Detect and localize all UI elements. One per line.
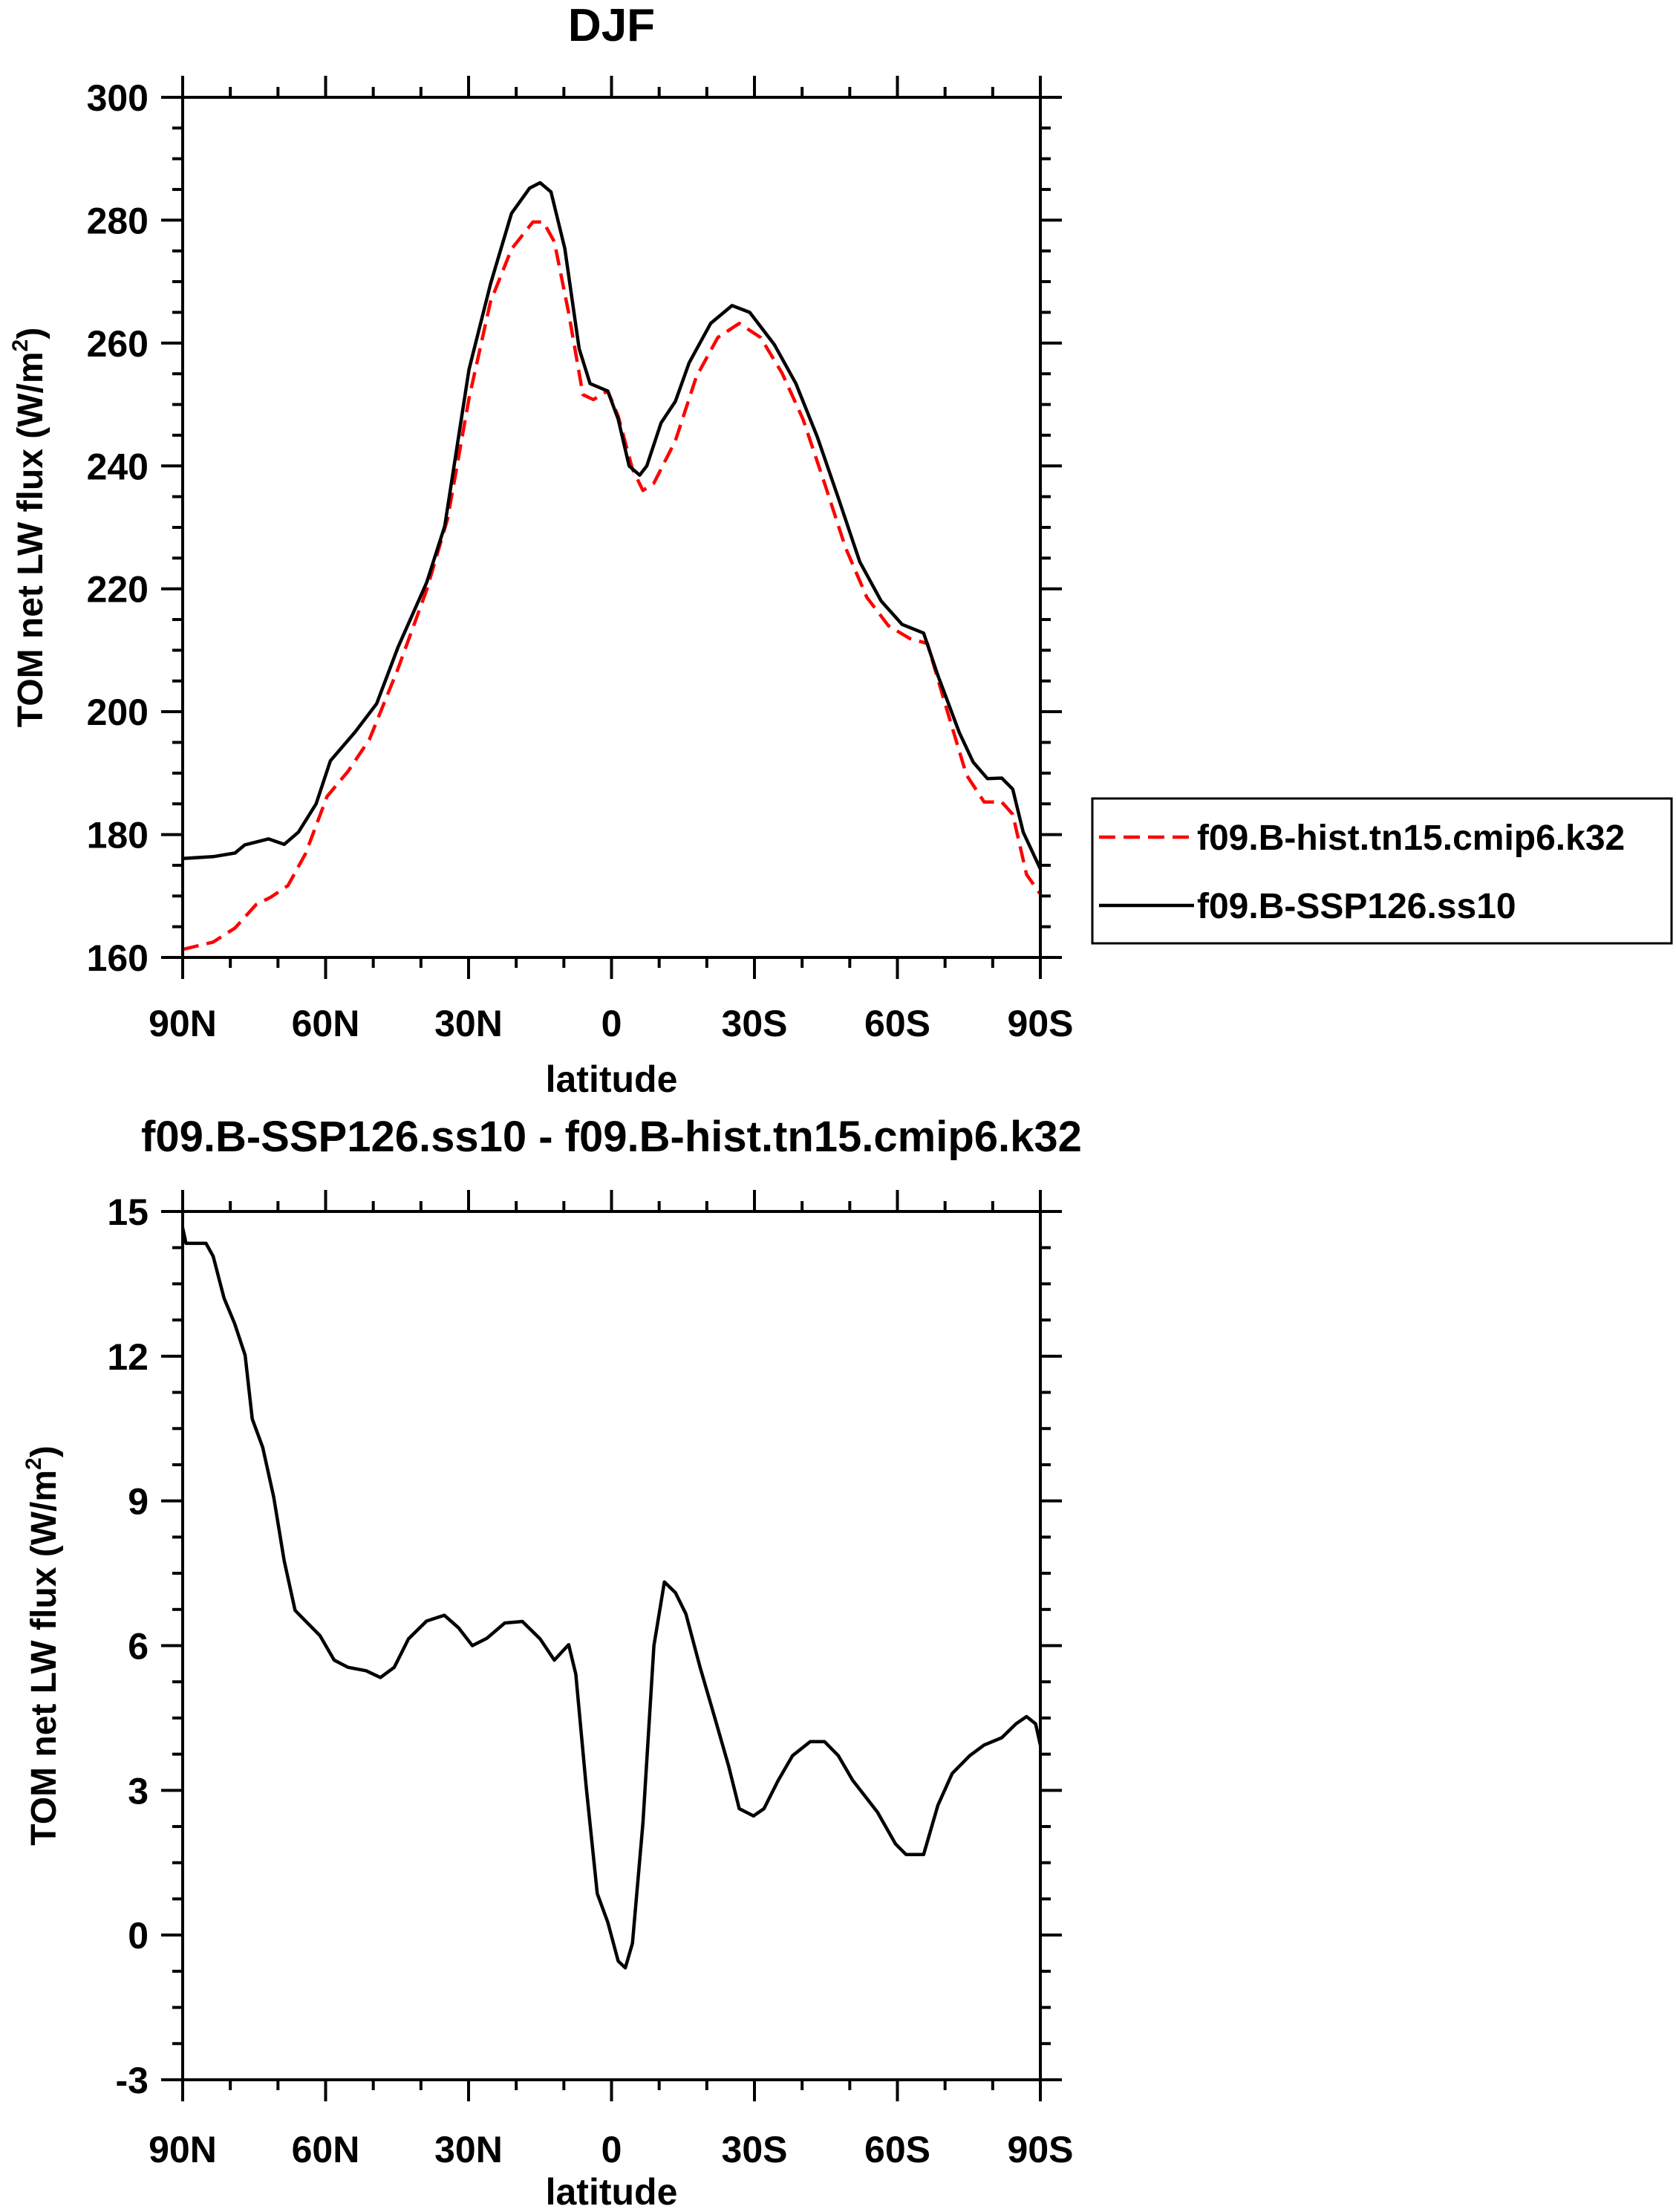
y-axis-label-superscript: 2 (8, 339, 33, 352)
x-tick-label: 30S (722, 2129, 788, 2170)
y-tick-label: 220 (87, 569, 149, 611)
y-tick-label: 9 (128, 1481, 149, 1523)
y-tick-label: 15 (107, 1191, 149, 1233)
x-tick-label: 30N (434, 1003, 503, 1044)
x-axis-label: latitude (546, 2171, 678, 2212)
x-tick-label: 30S (722, 1003, 788, 1044)
plot-frame (181, 96, 1042, 959)
x-tick-label: 90N (149, 2129, 217, 2170)
legend-box (1091, 797, 1673, 945)
series-line-1 (182, 220, 1042, 952)
y-axis-label-end: ) (11, 328, 50, 339)
y-tick-label: 260 (87, 323, 149, 365)
x-tick-label: 90S (1008, 2129, 1074, 2170)
y-axis-label-text: TOM net LW flux (W/m (25, 1470, 64, 1846)
y-tick-label: 160 (87, 937, 149, 979)
y-axis-label: TOM net LW flux (W/m2) (8, 328, 50, 727)
legend-label-2: f09.B-SSP126.ss10 (1197, 887, 1516, 926)
x-tick-label: 0 (601, 1003, 622, 1044)
chart-panel-1: DJF 90N 60N 30N 0 30S 60S 90S 160 180 200 220 240 260… (8, 0, 1673, 1100)
y-tick-label: 0 (128, 1915, 149, 1956)
x-tick-label: 60N (292, 1003, 360, 1044)
y-tick-label: 180 (87, 815, 149, 856)
y-tick-label: 240 (87, 446, 149, 487)
y-tick-label: 6 (128, 1626, 149, 1668)
y-tick-label: 12 (107, 1336, 149, 1378)
x-axis-label: latitude (546, 1058, 678, 1100)
x-tick-label: 90S (1008, 1003, 1074, 1044)
legend: f09.B-hist.tn15.cmip6.k32 f09.B-SSP126.ss… (1091, 797, 1673, 945)
chart-panel-2: f09.B-SSP126.ss10 - f09.B-hist.tn15.cmip… (22, 1113, 1082, 2212)
x-tick-label: 30N (434, 2129, 503, 2170)
x-tick-label: 90N (149, 1003, 217, 1044)
y-axis-label: TOM net LW flux (W/m2) (22, 1445, 64, 1845)
x-tick-label: 60S (864, 2129, 930, 2170)
y-axis-label-text: TOM net LW flux (W/m (11, 351, 50, 727)
y-tick-label: -3 (116, 2060, 149, 2101)
y-tick-label: 3 (128, 1770, 149, 1812)
y-tick-label: 300 (87, 77, 149, 119)
series-line-1 (180, 1227, 1043, 1970)
x-tick-label: 60N (292, 2129, 360, 2170)
chart-title: DJF (568, 0, 655, 51)
y-axis-label-superscript: 2 (22, 1457, 46, 1470)
y-tick-label: 280 (87, 200, 149, 241)
x-tick-label: 60S (864, 1003, 930, 1044)
plot-frame (181, 1210, 1042, 2081)
series-line-2 (182, 180, 1043, 870)
x-tick-label: 0 (601, 2129, 622, 2170)
legend-label-1: f09.B-hist.tn15.cmip6.k32 (1197, 819, 1625, 858)
chart-title: f09.B-SSP126.ss10 - f09.B-hist.tn15.cmip… (141, 1113, 1082, 1161)
y-axis-label-end: ) (25, 1445, 64, 1457)
y-tick-label: 200 (87, 692, 149, 733)
